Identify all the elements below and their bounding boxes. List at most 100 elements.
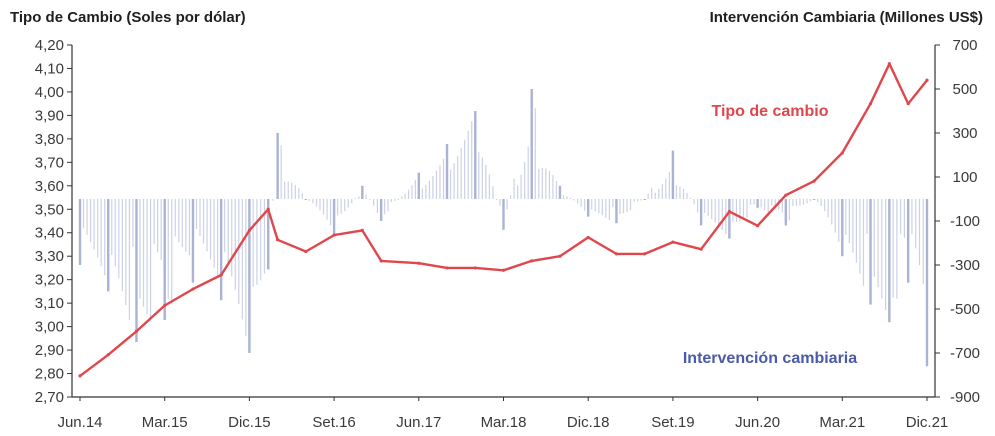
intervention-bar	[474, 111, 477, 199]
intervention-bar	[520, 174, 522, 199]
intervention-bar	[573, 199, 575, 201]
intervention-bar	[809, 199, 812, 202]
intervention-bar	[824, 199, 826, 212]
intervention-bar	[188, 199, 191, 256]
intervention-bar	[661, 184, 663, 199]
intervention-bar	[453, 163, 455, 199]
intervention-bar	[884, 199, 887, 311]
intervention-bar	[191, 199, 195, 283]
intervention-bar	[629, 199, 632, 211]
intervention-bar	[252, 199, 254, 287]
annotation-exchange-rate: Tipo de cambio	[711, 103, 828, 120]
intervention-bar	[445, 144, 449, 199]
intervention-bar	[284, 181, 286, 199]
exchange-rate-point	[417, 261, 421, 265]
intervention-bar	[925, 199, 929, 367]
intervention-bar	[238, 199, 240, 305]
exchange-rate-point	[671, 240, 675, 244]
intervention-bar	[671, 150, 675, 199]
intervention-bar	[584, 199, 586, 211]
intervention-bar	[848, 199, 850, 244]
intervention-bar	[746, 199, 748, 218]
intervention-bar	[527, 146, 529, 199]
exchange-rate-point	[445, 266, 449, 270]
left-tick-label: 2,80	[35, 366, 64, 383]
intervention-bar	[224, 199, 226, 253]
exchange-rate-point	[78, 374, 82, 378]
intervention-bar	[499, 199, 501, 206]
intervention-bar	[605, 199, 607, 218]
intervention-bar	[753, 199, 755, 205]
intervention-bar	[728, 199, 731, 239]
intervention-bar	[900, 199, 902, 234]
intervention-bar	[591, 199, 593, 210]
intervention-bar	[163, 199, 166, 320]
intervention-bar	[577, 199, 579, 204]
exchange-rate-point	[191, 287, 195, 291]
intervention-bar	[383, 199, 386, 215]
intervention-bar	[756, 199, 759, 208]
intervention-bar	[442, 158, 445, 199]
intervention-bar	[764, 199, 766, 211]
intervention-bar	[248, 199, 251, 353]
intervention-bars	[78, 89, 929, 367]
intervention-bar	[104, 199, 106, 276]
intervention-bar	[513, 178, 515, 199]
intervention-bar	[291, 182, 293, 199]
intervention-bar	[799, 199, 801, 206]
exchange-rate-point	[906, 102, 910, 106]
exchange-rate-point	[276, 238, 280, 242]
intervention-bar	[580, 199, 582, 207]
intervention-bar	[213, 199, 215, 268]
intervention-bar	[227, 199, 229, 264]
intervention-bar	[742, 199, 745, 220]
intervention-bar	[704, 199, 706, 213]
intervention-bar	[831, 199, 833, 225]
intervention-bar	[93, 199, 95, 250]
intervention-bar	[812, 199, 816, 200]
intervention-bar	[492, 186, 494, 199]
intervention-bar	[721, 199, 723, 231]
intervention-bar	[373, 199, 375, 206]
intervention-bar	[619, 199, 621, 215]
exchange-rate-point	[304, 249, 308, 254]
intervention-bar	[107, 199, 110, 292]
intervention-bar	[643, 199, 646, 200]
x-axis-ticks: Jun.14 Mar.15 Dic.15 Set.16 Jun.17 Mar.18 Dic.…	[57, 397, 948, 431]
intervention-bar	[376, 199, 378, 213]
right-tick-label: 300	[952, 125, 977, 142]
right-tick-label: -300	[950, 257, 980, 274]
intervention-bar	[517, 185, 519, 199]
intervention-bar	[153, 199, 155, 245]
intervention-bar	[594, 199, 596, 212]
intervention-bar	[206, 199, 208, 252]
intervention-bar	[304, 199, 308, 200]
intervention-bar	[524, 162, 526, 199]
intervention-bar	[859, 199, 861, 274]
intervention-bar	[827, 199, 829, 218]
exchange-rate-point	[558, 254, 562, 258]
intervention-bar	[111, 199, 113, 255]
intervention-bar	[347, 199, 349, 208]
intervention-bar	[361, 185, 364, 199]
intervention-bar	[509, 195, 512, 199]
right-tick-label: -500	[950, 301, 980, 318]
intervention-bar	[432, 175, 434, 199]
intervention-bar	[181, 199, 183, 248]
intervention-bar	[502, 199, 505, 230]
intervention-bar	[633, 199, 635, 203]
intervention-bar	[552, 175, 554, 199]
exchange-rate-point	[643, 252, 647, 256]
intervention-bar	[394, 199, 396, 201]
intervention-bar	[488, 174, 490, 199]
intervention-bar	[178, 199, 180, 243]
intervention-bar	[478, 152, 480, 199]
intervention-bar	[174, 199, 176, 237]
intervention-bar	[668, 171, 670, 199]
intervention-bar	[263, 199, 266, 274]
exchange-rate-point	[332, 233, 336, 237]
intervention-bar	[693, 199, 695, 205]
left-tick-label: 3,90	[35, 107, 64, 124]
intervention-bar	[171, 199, 173, 303]
intervention-bar	[587, 199, 590, 217]
